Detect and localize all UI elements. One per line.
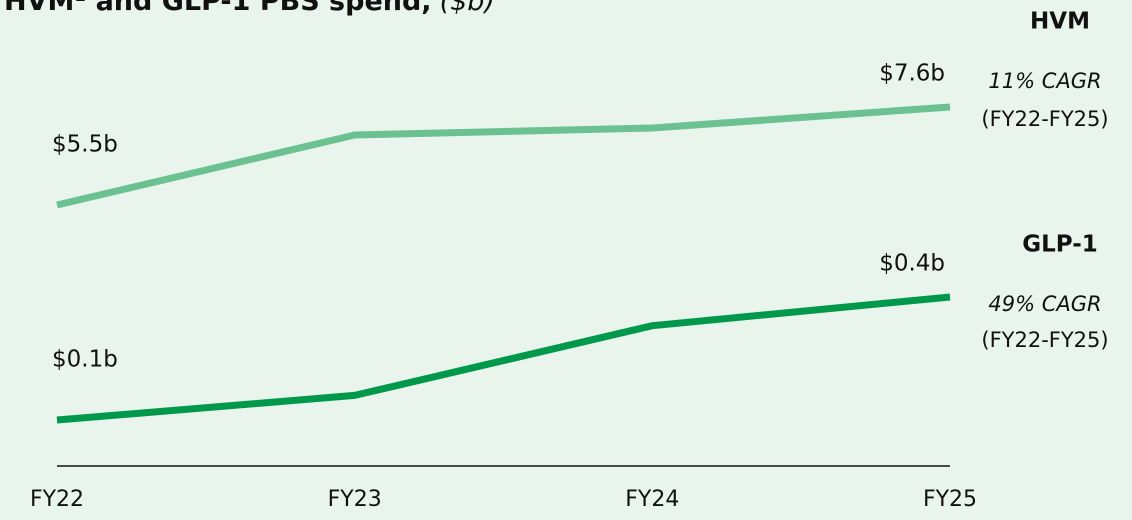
subtitle-text: ($b) [440,0,495,17]
series-name: HVM [1030,9,1090,35]
x-tick-label: FY24 [625,487,679,512]
title-text: HVM¹ and GLP-1 PBS spend, [4,0,432,17]
data-label: $7.6b [879,61,945,87]
series-name: GLP-1 [1022,232,1098,258]
annotation: 11% CAGR [988,69,1101,93]
x-tick-label: FY22 [30,487,84,512]
data-label: $0.4b [879,251,945,277]
data-label: $0.1b [52,347,118,373]
line-series [56,103,951,209]
line-series [56,293,951,424]
data-label: $5.5b [52,132,118,158]
chart-title: HVM¹ and GLP-1 PBS spend, ($b) [4,0,495,17]
annotation: 49% CAGR [988,292,1101,316]
annotation: (FY22-FY25) [981,107,1108,131]
x-tick-label: FY25 [923,487,977,512]
x-tick-label: FY23 [328,487,382,512]
annotation: (FY22-FY25) [981,328,1108,352]
